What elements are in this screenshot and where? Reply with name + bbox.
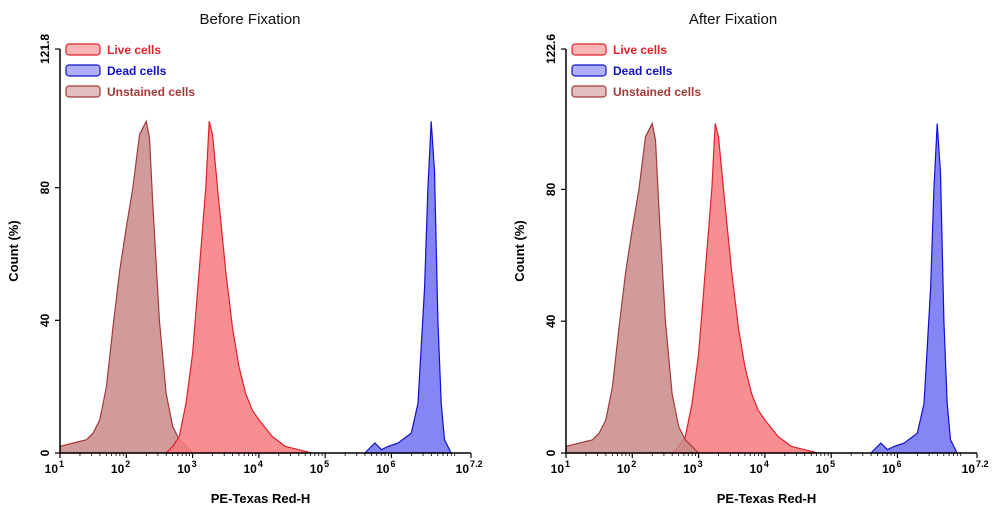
x-tick-label-exponent: 2 [125, 459, 130, 469]
histogram-unstained-cells [565, 121, 701, 454]
legend-swatch [65, 43, 101, 56]
x-tick-label-base: 10 [683, 462, 697, 476]
y-tick-label: 80 [544, 182, 558, 196]
legend-swatch [65, 64, 101, 77]
x-tick-label-base: 10 [617, 462, 631, 476]
x-tick-label-base: 10 [882, 462, 896, 476]
x-axis-title: PE-Texas Red-H [717, 491, 816, 506]
x-tick-label-exponent: 1 [59, 459, 64, 469]
x-tick-label-exponent: 1 [565, 459, 570, 469]
y-tick-label: 0 [544, 449, 558, 456]
x-tick-label-base: 10 [962, 462, 976, 476]
x-tick-label-exponent: 5 [324, 459, 329, 469]
legend-swatch [571, 43, 607, 56]
x-tick-label-exponent: 5 [830, 459, 835, 469]
legend-label: Live cells [613, 43, 667, 57]
legend-swatch [65, 85, 101, 98]
legend-label: Dead cells [613, 64, 673, 78]
histogram-dead-cells [869, 123, 959, 454]
y-axis-title: Count (%) [512, 220, 527, 281]
x-tick-label-base: 10 [177, 462, 191, 476]
y-tick-label: 122.6 [544, 34, 558, 64]
chart-title: After Fixation [689, 11, 777, 28]
histogram-live-cells [164, 121, 313, 454]
y-tick-label: 40 [38, 313, 52, 327]
y-axis-title: Count (%) [6, 220, 21, 281]
x-tick-label-exponent: 7.2 [976, 459, 989, 469]
x-tick-label-exponent: 7.2 [470, 459, 483, 469]
x-tick-label-base: 10 [310, 462, 324, 476]
x-tick-label-base: 10 [376, 462, 390, 476]
x-axis-title: PE-Texas Red-H [211, 491, 310, 506]
x-tick-label-base: 10 [244, 462, 258, 476]
legend-label: Dead cells [107, 64, 167, 78]
x-tick-label-base: 10 [456, 462, 470, 476]
chart-title: Before Fixation [200, 11, 301, 28]
legend-label: Unstained cells [107, 85, 195, 99]
y-tick-label: 80 [38, 181, 52, 195]
y-tick-label: 0 [38, 449, 52, 456]
x-tick-label-base: 10 [111, 462, 125, 476]
legend-label: Live cells [107, 43, 161, 57]
legend-label: Unstained cells [613, 85, 701, 99]
y-tick-label: 121.8 [38, 34, 52, 64]
histogram-unstained-cells [59, 119, 195, 454]
x-tick-label-base: 10 [551, 462, 565, 476]
histogram-live-cells [670, 123, 819, 454]
x-tick-label-base: 10 [45, 462, 59, 476]
histogram-dead-cells [363, 121, 453, 454]
y-tick-label: 40 [544, 314, 558, 328]
x-tick-label-exponent: 6 [896, 459, 901, 469]
x-tick-label-exponent: 2 [631, 459, 636, 469]
legend-swatch [571, 85, 607, 98]
x-tick-label-base: 10 [750, 462, 764, 476]
x-tick-label-exponent: 3 [698, 459, 703, 469]
x-tick-label-exponent: 3 [192, 459, 197, 469]
x-tick-label-exponent: 6 [390, 459, 395, 469]
x-tick-label-exponent: 4 [258, 459, 263, 469]
legend-swatch [571, 64, 607, 77]
x-tick-label-base: 10 [816, 462, 830, 476]
x-tick-label-exponent: 4 [764, 459, 769, 469]
